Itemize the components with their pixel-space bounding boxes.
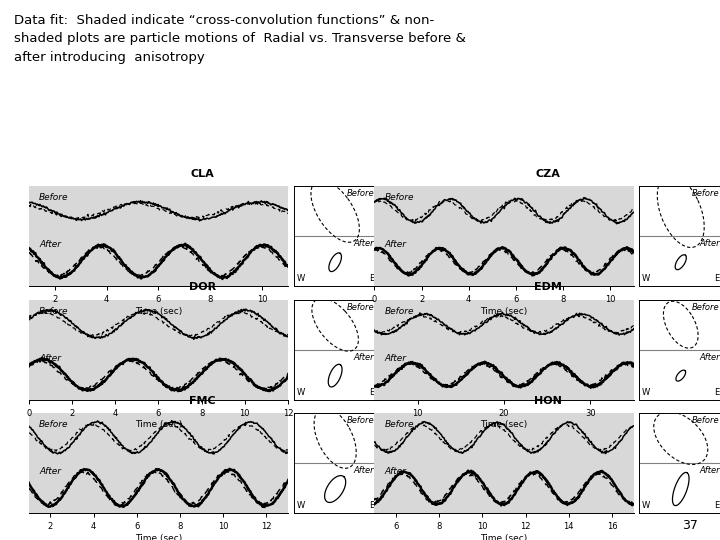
X-axis label: Time (sec): Time (sec) (480, 421, 528, 429)
Text: W: W (296, 274, 305, 283)
Text: Before: Before (692, 190, 720, 198)
Text: After: After (384, 467, 407, 476)
Text: After: After (384, 240, 407, 249)
Text: Before: Before (39, 193, 68, 202)
Text: E: E (369, 388, 374, 396)
Text: Data fit:  Shaded indicate “cross-convolution functions” & non-
shaded plots are: Data fit: Shaded indicate “cross-convolu… (14, 14, 467, 64)
Text: Before: Before (384, 193, 414, 202)
Text: 37: 37 (683, 519, 698, 532)
Text: Before: Before (384, 307, 414, 316)
Text: E: E (369, 501, 374, 510)
Text: After: After (39, 467, 61, 476)
Text: E: E (714, 501, 720, 510)
Text: W: W (296, 388, 305, 396)
Text: Before: Before (346, 190, 374, 198)
Text: Before: Before (39, 307, 68, 316)
Text: Before: Before (39, 420, 68, 429)
Text: W: W (642, 388, 650, 396)
X-axis label: Time (sec): Time (sec) (480, 307, 528, 316)
Text: W: W (642, 501, 650, 510)
Text: W: W (642, 274, 650, 283)
Text: After: After (354, 239, 374, 248)
Text: CZA: CZA (536, 168, 561, 179)
X-axis label: Time (sec): Time (sec) (135, 534, 182, 540)
Text: W: W (296, 501, 305, 510)
Text: EDM: EDM (534, 282, 562, 292)
Text: HON: HON (534, 395, 562, 406)
X-axis label: Time (sec): Time (sec) (480, 534, 528, 540)
Text: Before: Before (346, 416, 374, 425)
Text: E: E (369, 274, 374, 283)
Text: E: E (714, 274, 720, 283)
Text: FMC: FMC (189, 395, 216, 406)
Text: After: After (699, 353, 720, 362)
Text: DOR: DOR (189, 282, 216, 292)
Text: Before: Before (384, 420, 414, 429)
Text: Before: Before (692, 416, 720, 425)
Text: After: After (354, 466, 374, 475)
Text: After: After (39, 240, 61, 249)
Text: After: After (354, 353, 374, 362)
Text: Before: Before (692, 303, 720, 312)
X-axis label: Time (sec): Time (sec) (135, 307, 182, 316)
Text: E: E (714, 388, 720, 396)
Text: After: After (699, 239, 720, 248)
Text: Before: Before (346, 303, 374, 312)
Text: After: After (39, 354, 61, 363)
Text: After: After (699, 466, 720, 475)
X-axis label: Time (sec): Time (sec) (135, 421, 182, 429)
Text: CLA: CLA (191, 168, 215, 179)
Text: After: After (384, 354, 407, 363)
